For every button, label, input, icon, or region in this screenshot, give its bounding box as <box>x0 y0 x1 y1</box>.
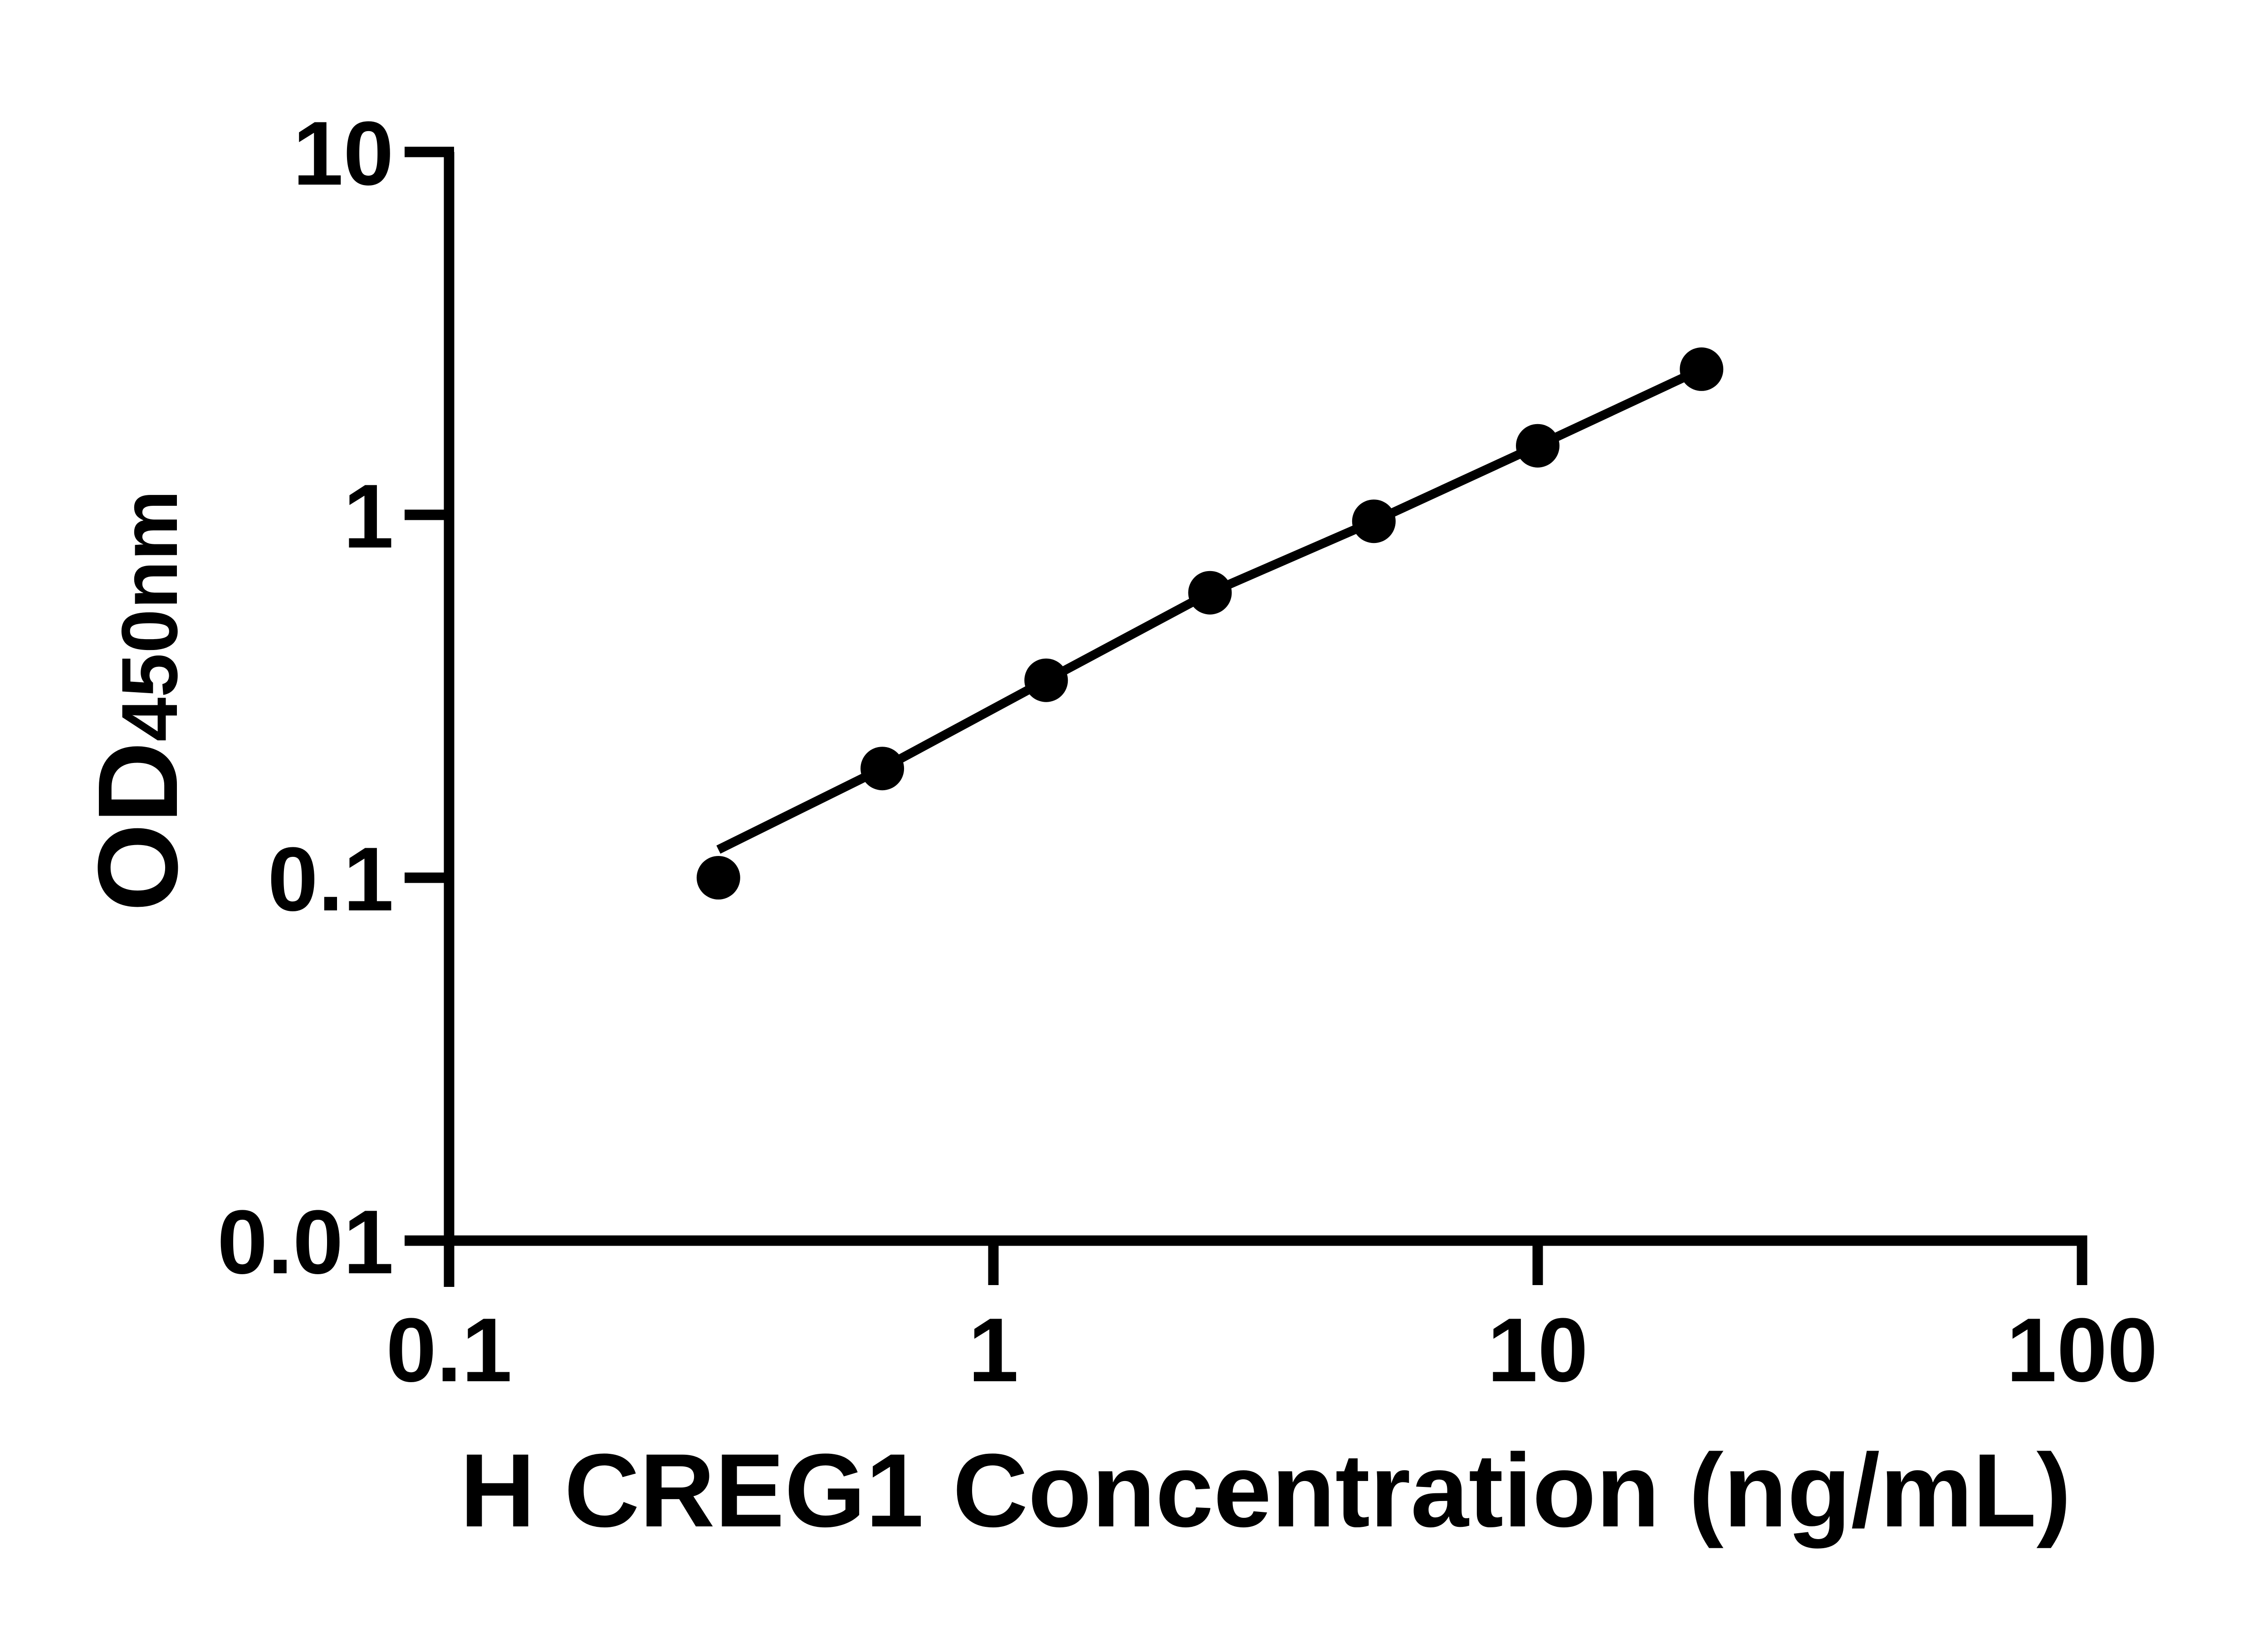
y-tick-label-10: 10 <box>293 103 394 204</box>
data-point-1.25 <box>1024 658 1068 702</box>
y-axis-tick-labels: 10 1 0.1 0.01 <box>217 103 394 1293</box>
x-tick-label-10: 10 <box>1487 1300 1588 1401</box>
y-axis-title-sub: 450nm <box>106 490 194 741</box>
data-point-20 <box>1680 347 1724 391</box>
y-axis-title-main: OD <box>74 742 201 912</box>
data-point-0.3125 <box>696 856 740 900</box>
x-axis-ticks <box>444 1236 2087 1285</box>
y-tick-label-0.01: 0.01 <box>217 1192 394 1293</box>
x-tick-label-0.1: 0.1 <box>386 1300 512 1401</box>
x-axis-tick-labels: 0.1 1 10 100 <box>386 1300 2158 1401</box>
data-point-2.5 <box>1188 571 1232 615</box>
x-tick-label-1: 1 <box>968 1300 1018 1401</box>
data-point-markers <box>696 347 1724 900</box>
data-point-0.625 <box>860 747 904 791</box>
y-tick-label-0.1: 0.1 <box>268 829 394 930</box>
x-axis-title: H CREG1 Concentration (ng/mL) <box>460 1432 2071 1549</box>
axes <box>444 152 2087 1287</box>
data-point-5 <box>1352 499 1396 543</box>
x-tick-label-100: 100 <box>2006 1300 2158 1401</box>
y-axis-title: OD450nm <box>74 490 201 911</box>
data-point-10 <box>1516 424 1559 468</box>
y-tick-label-1: 1 <box>343 466 394 567</box>
